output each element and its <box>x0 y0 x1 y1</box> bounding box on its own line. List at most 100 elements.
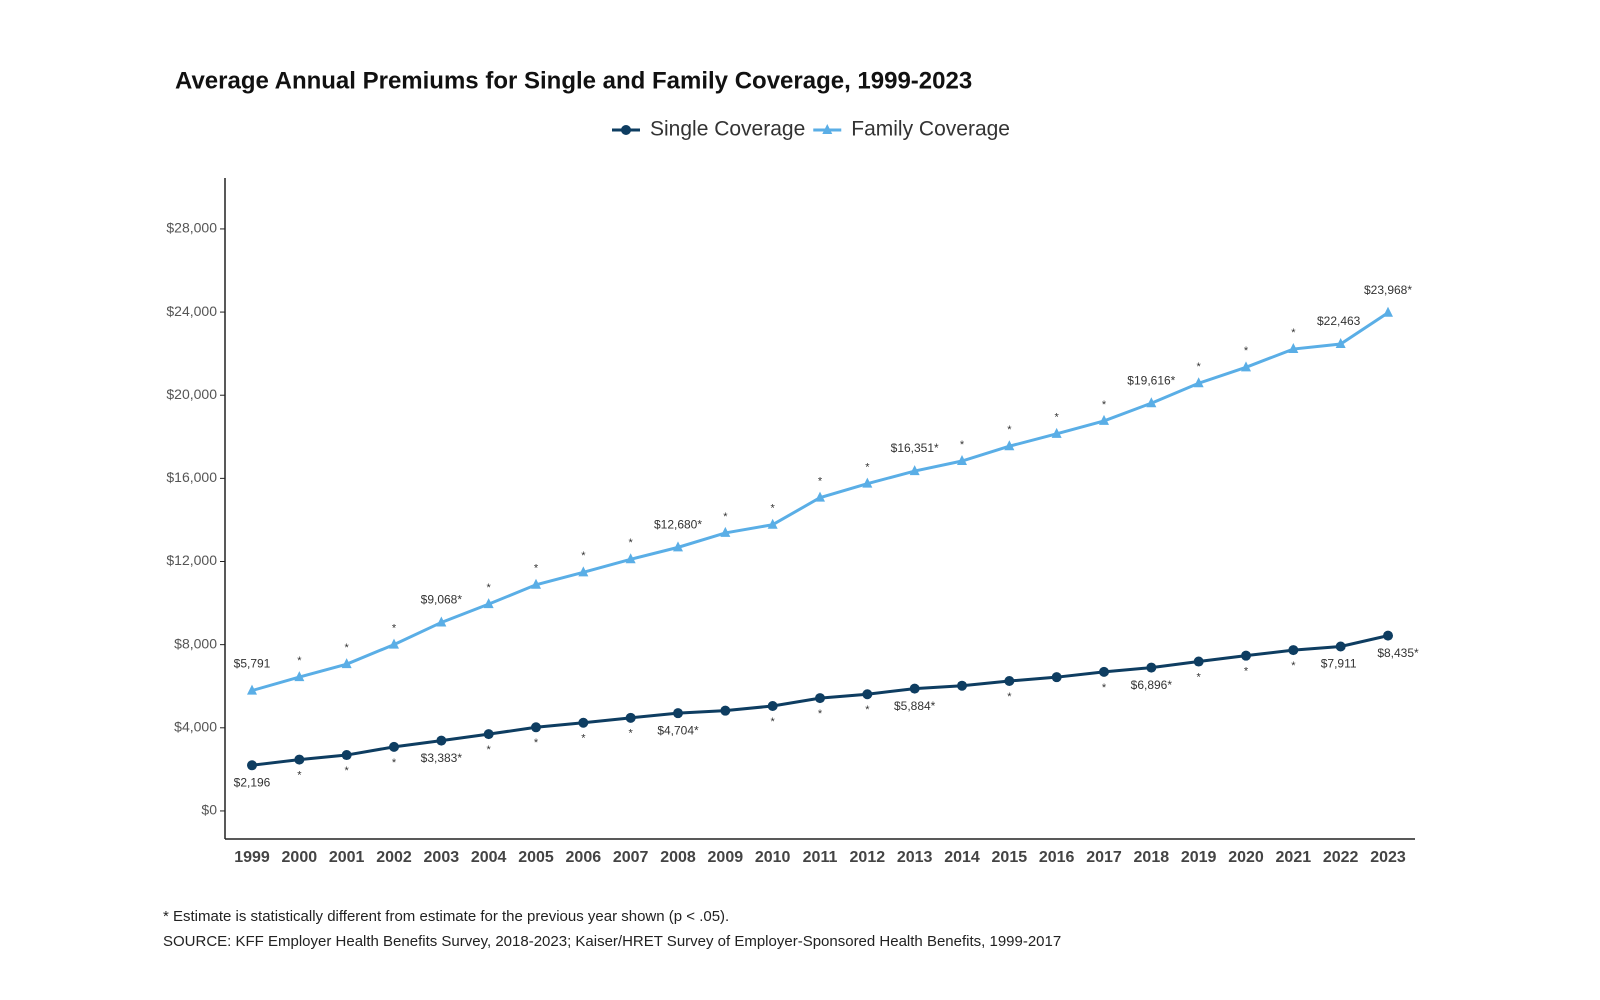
data-point <box>1051 427 1062 438</box>
data-label: * <box>297 769 302 781</box>
data-label: * <box>487 582 492 594</box>
data-point <box>673 708 683 719</box>
x-tick-label: 2021 <box>1276 849 1312 866</box>
x-tick-label: 1999 <box>234 849 270 866</box>
data-label: * <box>960 439 965 451</box>
data-label: * <box>629 537 634 549</box>
data-point <box>531 578 541 589</box>
y-tick-label: $16,000 <box>166 469 217 485</box>
data-label: $6,896* <box>1131 678 1173 692</box>
data-label: * <box>771 503 776 515</box>
x-tick-label: 2011 <box>803 849 838 866</box>
data-point <box>625 553 636 564</box>
data-label: * <box>865 704 870 716</box>
data-label: * <box>487 744 492 756</box>
x-tick-label: 2003 <box>424 849 460 866</box>
data-label: $12,680* <box>654 518 702 532</box>
data-label: * <box>581 550 586 562</box>
data-point <box>436 735 447 746</box>
data-point <box>673 541 683 552</box>
series-line <box>251 311 1389 693</box>
data-label: * <box>297 655 302 667</box>
data-label: $9,068* <box>421 593 463 607</box>
x-tick-label: 2000 <box>282 849 318 866</box>
data-label: * <box>1055 412 1060 424</box>
data-label: * <box>865 462 870 474</box>
x-tick-label: 2010 <box>755 849 791 866</box>
data-point <box>1146 397 1157 408</box>
data-label: * <box>1197 361 1202 373</box>
data-label: * <box>1102 399 1107 411</box>
data-point <box>341 658 352 669</box>
data-point <box>1004 676 1015 687</box>
chart-title: Average Annual Premiums for Single and F… <box>175 67 972 94</box>
data-label: * <box>818 708 823 720</box>
data-point <box>1288 343 1299 354</box>
data-point <box>1335 338 1346 349</box>
data-label: * <box>1007 691 1012 703</box>
x-tick-label: 2017 <box>1086 849 1122 866</box>
x-tick-label: 2014 <box>944 849 980 866</box>
data-point <box>862 477 873 488</box>
data-point <box>531 722 541 733</box>
data-point <box>341 750 352 761</box>
data-label: * <box>818 476 823 488</box>
data-label: * <box>1197 671 1202 683</box>
data-point <box>1383 630 1393 641</box>
y-tick-label: $20,000 <box>166 386 217 402</box>
data-label: $16,351* <box>891 441 939 455</box>
data-point <box>1335 641 1346 652</box>
data-label: $3,383* <box>421 751 463 765</box>
data-label: * <box>581 733 586 745</box>
legend-marker <box>621 125 631 135</box>
data-point <box>247 684 257 695</box>
source: SOURCE: KFF Employer Health Benefits Sur… <box>163 933 1061 950</box>
data-label: * <box>534 737 539 749</box>
y-tick-label: $4,000 <box>174 718 217 734</box>
data-point <box>1193 656 1204 667</box>
data-point <box>1193 377 1204 388</box>
data-point <box>909 683 920 694</box>
y-tick-label: $24,000 <box>166 303 217 319</box>
data-label: * <box>392 757 397 769</box>
data-point <box>625 712 636 723</box>
data-point <box>483 729 494 740</box>
x-tick-label: 2007 <box>613 849 649 866</box>
data-label: * <box>1291 660 1296 672</box>
data-point <box>1383 306 1393 317</box>
data-point <box>1241 361 1251 372</box>
y-tick-label: $0 <box>201 802 217 818</box>
data-point <box>862 689 873 700</box>
data-point <box>815 491 825 502</box>
data-point <box>389 638 399 649</box>
x-tick-label: 2012 <box>850 849 886 866</box>
data-point <box>247 760 257 771</box>
x-tick-label: 2005 <box>518 849 554 866</box>
x-tick-label: 2019 <box>1181 849 1217 866</box>
x-tick-label: 2020 <box>1228 849 1264 866</box>
data-label: $23,968* <box>1364 283 1412 297</box>
data-point <box>815 693 825 704</box>
legend-label: Family Coverage <box>851 118 1010 141</box>
data-point <box>720 526 731 537</box>
data-label: $19,616* <box>1127 373 1175 387</box>
data-label: * <box>1244 345 1249 357</box>
legend-marker <box>822 124 833 134</box>
legend-label: Single Coverage <box>650 118 805 141</box>
x-tick-label: 2023 <box>1370 849 1406 866</box>
data-point <box>767 518 778 529</box>
y-tick-label: $28,000 <box>166 220 217 236</box>
data-label: $4,704* <box>657 723 699 737</box>
data-point <box>1099 414 1109 425</box>
data-label: * <box>629 728 634 740</box>
data-label: * <box>345 765 350 777</box>
data-point <box>1004 440 1015 451</box>
data-point <box>578 566 589 577</box>
x-tick-label: 2008 <box>660 849 696 866</box>
data-point <box>483 598 494 609</box>
data-point <box>1051 672 1062 683</box>
data-label: * <box>1007 424 1012 436</box>
data-point <box>294 671 305 682</box>
x-tick-label: 2018 <box>1134 849 1170 866</box>
